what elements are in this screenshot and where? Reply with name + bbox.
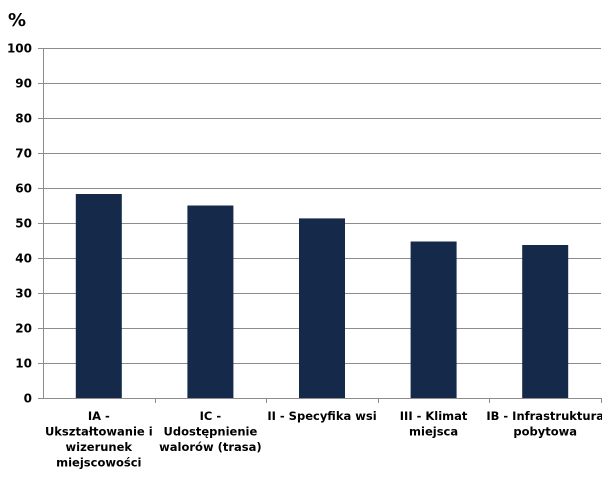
y-tick-label-70: 70	[15, 147, 32, 161]
y-tick-label-100: 100	[7, 42, 32, 56]
bars	[75, 194, 569, 398]
bar-4	[410, 241, 457, 398]
y-unit-label: %	[8, 10, 26, 31]
x-category-label-5: IB - Infrastruktura pobytowa	[486, 409, 602, 439]
y-axis-ticks: 0 10 20 30 40 50 60 70 80 90 100	[7, 42, 32, 406]
x-category-label-1: IA -Ukształtowanie i wizerunek miejscowośc…	[45, 409, 153, 470]
bar-3	[299, 218, 345, 398]
y-tick-label-20: 20	[15, 322, 32, 336]
x-category-label-3: II - Specyfika wsi	[267, 409, 376, 423]
x-category-label-2: IC -Udostępnienie walorów (trasa)	[159, 409, 261, 454]
y-tick-label-80: 80	[15, 112, 32, 126]
y-tick-label-40: 40	[15, 252, 32, 266]
y-tick-label-60: 60	[15, 182, 32, 196]
y-tick-label-0: 0	[24, 392, 32, 406]
bar-5	[522, 245, 569, 398]
y-tick-label-30: 30	[15, 287, 32, 301]
y-tick-label-10: 10	[15, 357, 32, 371]
y-tick-label-50: 50	[15, 217, 32, 231]
bar-1	[75, 194, 122, 398]
x-category-label-4: III - Klimat miejsca	[400, 409, 468, 439]
x-axis	[38, 48, 602, 403]
y-tick-label-90: 90	[15, 77, 32, 91]
bar-2	[187, 205, 234, 398]
x-axis-labels: IA -Ukształtowanie i wizerunek miejscowośc…	[45, 409, 602, 470]
